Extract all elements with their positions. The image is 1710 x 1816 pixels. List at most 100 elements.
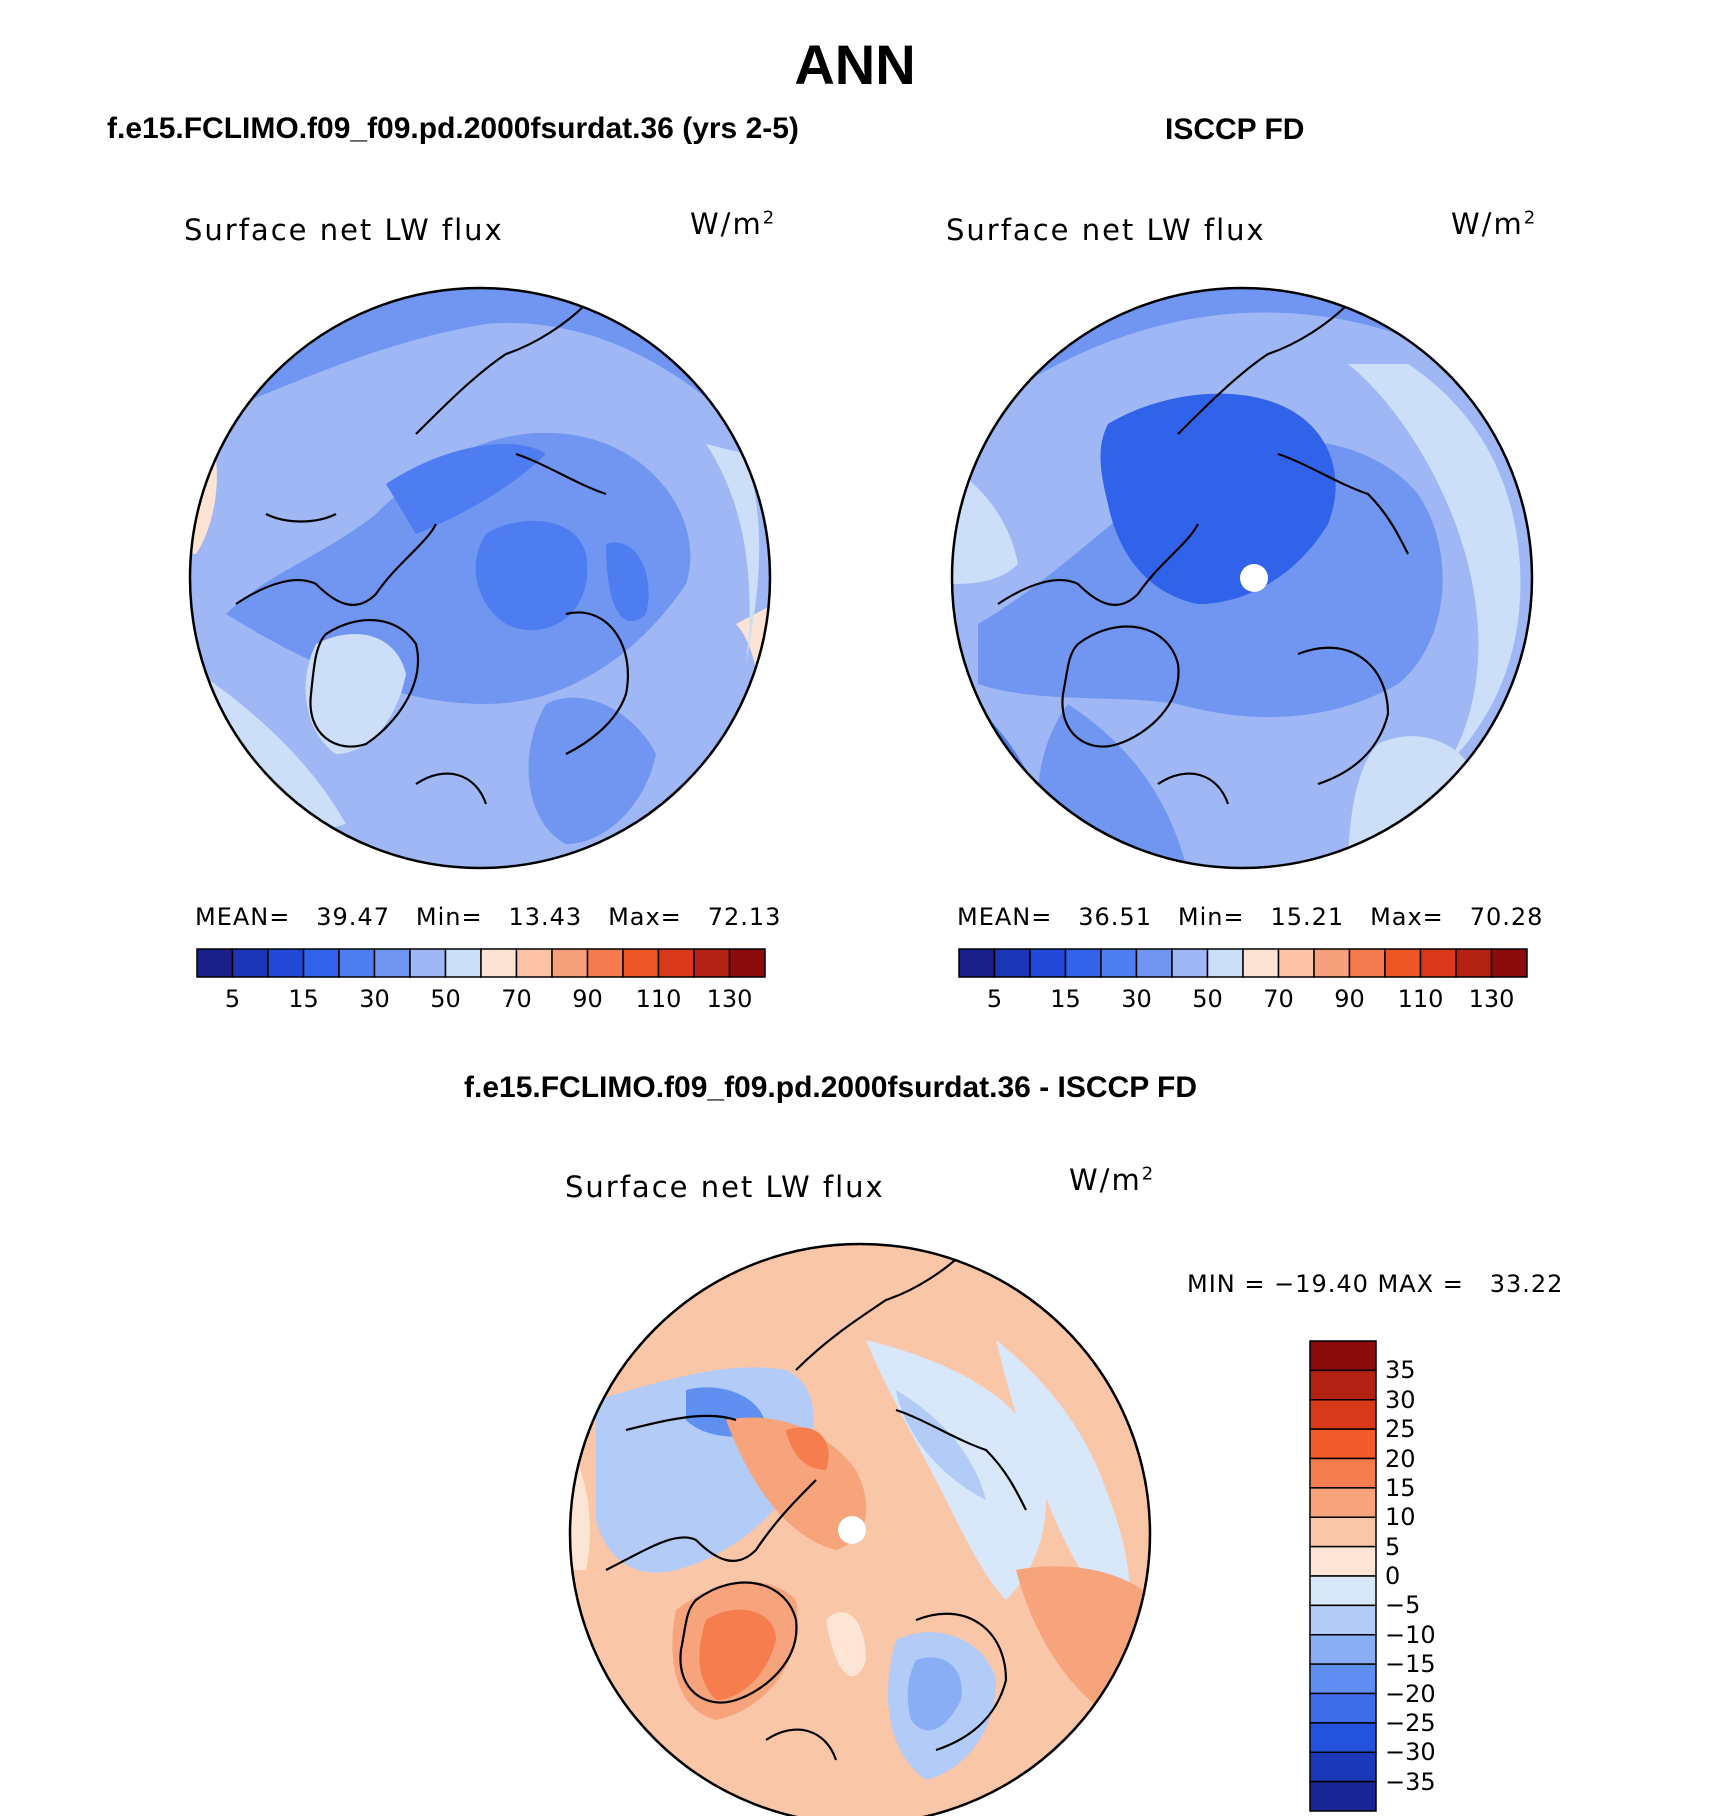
model-colorbar-tick-label: 30	[359, 985, 390, 1013]
model-colorbar-tick-label: 70	[501, 985, 532, 1013]
diff-colorbar-swatch	[1309, 1428, 1377, 1460]
diff-units: W/m2	[1069, 1163, 1156, 1197]
model-case-title: f.e15.FCLIMO.f09_f09.pd.2000fsurdat.36 (…	[107, 112, 799, 145]
diff-polar-map	[568, 1242, 1152, 1816]
diff-colorbar-swatch	[1309, 1399, 1377, 1430]
model-colorbar-tick-label: 15	[288, 985, 319, 1013]
model-colorbar-tick-label: 90	[572, 985, 603, 1013]
model-colorbar-swatch	[728, 948, 766, 978]
diff-colorbar-ticks: 35 30 25 20 15 10 5 0 −5 −10 −15 −20 −25 −30 −35	[1385, 1339, 1475, 1814]
obs-stats: MEAN= 36.51 Min= 15.21 Max= 70.28	[957, 903, 1544, 931]
obs-colorbar-swatch	[993, 948, 1031, 978]
diff-colorbar-swatch	[1309, 1369, 1377, 1401]
obs-colorbar-tick-label: 110	[1397, 985, 1444, 1013]
diff-colorbar-swatch	[1309, 1604, 1377, 1636]
diff-colorbar-tick-label: −35	[1385, 1767, 1436, 1796]
diff-colorbar-swatch	[1309, 1487, 1377, 1518]
model-colorbar-tick-label: 5	[224, 985, 241, 1013]
diff-colorbar-tick-label: 5	[1385, 1532, 1401, 1561]
model-colorbar-swatch	[302, 948, 340, 978]
model-polar-map	[188, 286, 772, 870]
diff-colorbar-tick-label: 20	[1385, 1444, 1416, 1473]
diff-colorbar-tick-label: 15	[1385, 1473, 1416, 1502]
figure-title: ANN	[794, 33, 916, 96]
diff-colorbar-swatch	[1309, 1692, 1377, 1724]
model-colorbar-swatch	[444, 948, 482, 978]
diff-colorbar-tick-label: 0	[1385, 1562, 1401, 1590]
model-colorbar-ticks: 5 15 30 50 70 90 110 130	[195, 985, 767, 1017]
model-colorbar-swatch	[657, 948, 695, 978]
model-plot-title: Surface net LW flux	[184, 213, 504, 247]
obs-colorbar-swatch	[1100, 948, 1138, 978]
obs-colorbar-swatch	[1313, 948, 1351, 978]
obs-colorbar-tick-label: 90	[1334, 985, 1365, 1013]
obs-colorbar-swatch	[1206, 948, 1244, 978]
model-colorbar-tick-label: 130	[706, 985, 753, 1013]
obs-colorbar	[958, 948, 1528, 978]
diff-colorbar-swatch	[1309, 1545, 1377, 1577]
diff-stats: MIN = −19.40 MAX = 33.22	[1187, 1270, 1564, 1298]
diff-colorbar-swatch	[1309, 1340, 1377, 1372]
diff-colorbar-swatch	[1309, 1457, 1377, 1489]
obs-colorbar-swatch	[1242, 948, 1280, 978]
obs-colorbar-tick-label: 70	[1263, 985, 1294, 1013]
diff-colorbar-swatch	[1309, 1780, 1377, 1812]
model-colorbar-swatch	[267, 948, 305, 978]
diff-colorbar-tick-label: 30	[1385, 1385, 1416, 1414]
obs-colorbar-tick-label: 30	[1121, 985, 1152, 1013]
model-colorbar	[196, 948, 766, 978]
obs-units: W/m2	[1451, 207, 1538, 241]
obs-colorbar-tick-label: 130	[1468, 985, 1515, 1013]
diff-colorbar-tick-label: −30	[1385, 1738, 1436, 1767]
diff-colorbar-tick-label: −25	[1385, 1708, 1436, 1737]
obs-colorbar-swatch	[1171, 948, 1209, 978]
diff-colorbar-swatch	[1309, 1575, 1377, 1607]
diff-colorbar-tick-label: 10	[1385, 1503, 1416, 1532]
model-colorbar-swatch	[515, 948, 553, 978]
model-colorbar-swatch	[693, 948, 731, 978]
model-colorbar-tick-label: 110	[635, 985, 682, 1013]
diff-colorbar-swatch	[1309, 1751, 1377, 1783]
model-colorbar-swatch	[551, 948, 589, 978]
obs-colorbar-tick-label: 50	[1192, 985, 1223, 1013]
model-stats: MEAN= 39.47 Min= 13.43 Max= 72.13	[195, 903, 782, 931]
diff-colorbar-swatch	[1309, 1663, 1377, 1695]
diff-colorbar	[1309, 1340, 1377, 1812]
diff-plot-title: Surface net LW flux	[565, 1170, 885, 1204]
diff-colorbar-tick-label: 35	[1385, 1356, 1416, 1385]
diff-colorbar-tick-label: −20	[1385, 1679, 1436, 1708]
obs-polar-map	[950, 286, 1534, 870]
obs-colorbar-swatch	[1419, 948, 1457, 978]
obs-colorbar-swatch	[1064, 948, 1102, 978]
diff-colorbar-swatch	[1309, 1634, 1377, 1665]
obs-colorbar-tick-label: 15	[1050, 985, 1081, 1013]
obs-colorbar-tick-label: 5	[986, 985, 1003, 1013]
diff-colorbar-tick-label: 25	[1385, 1415, 1416, 1444]
model-colorbar-swatch	[196, 948, 234, 978]
diff-colorbar-swatch	[1309, 1722, 1377, 1753]
diff-colorbar-tick-label: −15	[1385, 1650, 1436, 1679]
obs-colorbar-swatch	[1277, 948, 1315, 978]
model-colorbar-swatch	[622, 948, 660, 978]
model-colorbar-swatch	[373, 948, 411, 978]
obs-case-title: ISCCP FD	[1165, 113, 1305, 146]
obs-colorbar-swatch	[1348, 948, 1386, 978]
obs-colorbar-swatch	[1135, 948, 1173, 978]
model-colorbar-swatch	[231, 948, 269, 978]
model-colorbar-swatch	[480, 948, 518, 978]
obs-colorbar-swatch	[1455, 948, 1493, 978]
model-units: W/m2	[690, 207, 777, 241]
diff-colorbar-tick-label: −10	[1385, 1620, 1436, 1649]
obs-colorbar-swatch	[958, 948, 996, 978]
obs-colorbar-swatch	[1384, 948, 1422, 978]
model-colorbar-tick-label: 50	[430, 985, 461, 1013]
diff-case-title: f.e15.FCLIMO.f09_f09.pd.2000fsurdat.36 -…	[464, 1071, 1197, 1104]
model-colorbar-swatch	[586, 948, 624, 978]
model-colorbar-swatch	[409, 948, 447, 978]
obs-colorbar-ticks: 5 15 30 50 70 90 110 130	[957, 985, 1529, 1017]
diff-colorbar-tick-label: −5	[1385, 1591, 1421, 1620]
obs-colorbar-swatch	[1029, 948, 1067, 978]
diff-colorbar-swatch	[1309, 1516, 1377, 1548]
obs-colorbar-swatch	[1490, 948, 1528, 978]
obs-plot-title: Surface net LW flux	[946, 213, 1266, 247]
